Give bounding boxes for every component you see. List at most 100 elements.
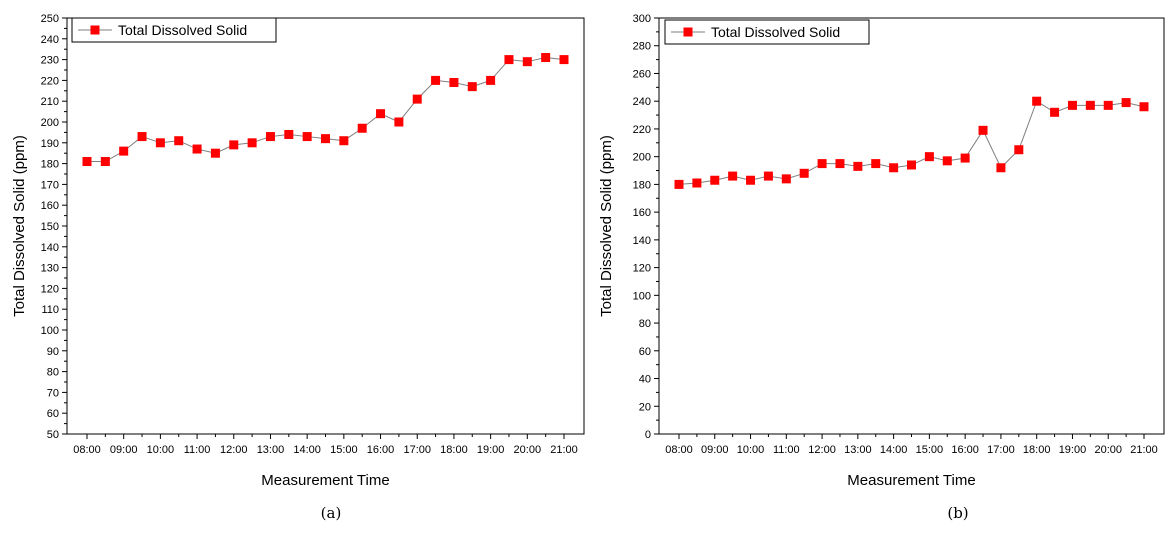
x-tick-label: 17:00	[987, 444, 1015, 456]
y-tick-label: 240	[41, 34, 59, 46]
data-point	[302, 132, 312, 142]
data-point	[357, 123, 367, 133]
data-point	[284, 129, 294, 139]
y-tick-label: 210	[41, 96, 59, 108]
y-tick-label: 220	[41, 75, 59, 87]
x-tick-label: 17:00	[403, 444, 431, 456]
y-tick-label: 200	[633, 152, 651, 164]
x-tick-label: 11:00	[773, 444, 800, 456]
data-point	[192, 144, 202, 154]
data-point	[1014, 145, 1024, 155]
data-point	[728, 171, 738, 181]
y-tick-label: 160	[41, 200, 59, 212]
data-point	[674, 179, 684, 189]
x-tick-label: 09:00	[701, 444, 729, 456]
data-point	[960, 153, 970, 163]
y-tick-label: 250	[41, 13, 59, 25]
data-point	[978, 125, 988, 135]
chart-a: 50 60 70 80 90 100 110 120 130 140 150 160 170 180 190…	[11, 13, 585, 489]
data-point	[781, 174, 791, 184]
data-point	[431, 75, 441, 85]
y-tick-label: 300	[633, 13, 651, 25]
x-tick-label: 20:00	[1094, 444, 1122, 456]
x-tick-label: 09:00	[110, 444, 138, 456]
y-tick-label: 180	[41, 159, 59, 171]
data-point	[339, 136, 349, 146]
y-tick-label: 200	[41, 117, 59, 129]
data-point	[924, 152, 934, 162]
y-tick-label: 260	[633, 68, 651, 80]
data-point	[1103, 100, 1113, 110]
data-point	[467, 82, 477, 92]
y-tick-label: 0	[645, 429, 651, 441]
data-point	[889, 163, 899, 173]
x-tick-label: 19:00	[1059, 444, 1087, 456]
data-point	[247, 138, 257, 148]
data-point	[1067, 100, 1077, 110]
y-tick-label: 60	[639, 346, 651, 358]
data-point	[541, 53, 551, 63]
data-point	[321, 134, 330, 144]
y-tick-label: 150	[41, 221, 59, 233]
data-point	[376, 109, 386, 119]
data-point	[155, 138, 165, 148]
data-point	[799, 168, 809, 178]
x-tick-label: 16:00	[951, 444, 979, 456]
x-tick-label: 18:00	[1023, 444, 1051, 456]
legend-marker	[683, 27, 693, 37]
y-tick-label: 60	[47, 408, 59, 420]
data-point	[817, 159, 827, 169]
data-point	[394, 117, 404, 127]
data-point	[1121, 98, 1131, 108]
data-point	[522, 57, 532, 67]
y-tick-label: 130	[41, 263, 59, 275]
y-tick-label: 170	[41, 179, 59, 191]
y-tick-label: 110	[41, 304, 59, 316]
data-point	[1032, 96, 1042, 106]
caption-a: (a)	[321, 504, 342, 522]
data-point	[746, 175, 756, 185]
plot-frame	[66, 17, 585, 435]
data-point	[1139, 102, 1149, 112]
x-axis-title: Measurement Time	[261, 472, 389, 489]
legend-marker	[90, 25, 100, 35]
data-point	[412, 94, 422, 104]
y-tick-label: 90	[47, 346, 59, 358]
x-tick-label: 10:00	[737, 444, 765, 456]
x-tick-label: 18:00	[440, 444, 468, 456]
data-point	[82, 157, 92, 167]
data-point	[763, 171, 773, 181]
y-tick-label: 100	[633, 290, 651, 302]
x-axis-title: Measurement Time	[847, 472, 975, 489]
data-point	[229, 140, 239, 150]
y-axis-title: Total Dissolved Solid (ppm)	[11, 135, 28, 317]
data-point	[559, 55, 569, 65]
data-point	[174, 136, 184, 146]
y-tick-label: 80	[47, 367, 59, 379]
x-tick-label: 21:00	[550, 444, 578, 456]
series-line	[678, 100, 1145, 185]
y-tick-label: 240	[633, 96, 651, 108]
y-tick-label: 280	[633, 41, 651, 53]
y-tick-label: 120	[41, 283, 59, 295]
y-tick-label: 160	[633, 207, 651, 219]
data-point	[486, 75, 496, 85]
x-tick-label: 19:00	[477, 444, 505, 456]
data-point	[710, 175, 720, 185]
x-tick-label: 15:00	[916, 444, 944, 456]
y-tick-label: 80	[639, 318, 651, 330]
x-tick-label: 13:00	[844, 444, 872, 456]
y-tick-label: 20	[639, 401, 651, 413]
legend-label: Total Dissolved Solid	[711, 24, 840, 40]
y-tick-label: 40	[639, 374, 651, 386]
x-tick-label: 12:00	[808, 444, 836, 456]
data-point	[504, 55, 514, 65]
y-tick-label: 230	[41, 55, 59, 67]
y-tick-label: 100	[41, 325, 59, 337]
x-tick-label: 16:00	[367, 444, 395, 456]
y-tick-label: 70	[47, 387, 59, 399]
data-point	[907, 160, 916, 170]
data-point	[871, 159, 881, 169]
x-tick-label: 14:00	[880, 444, 908, 456]
x-tick-label: 12:00	[220, 444, 248, 456]
